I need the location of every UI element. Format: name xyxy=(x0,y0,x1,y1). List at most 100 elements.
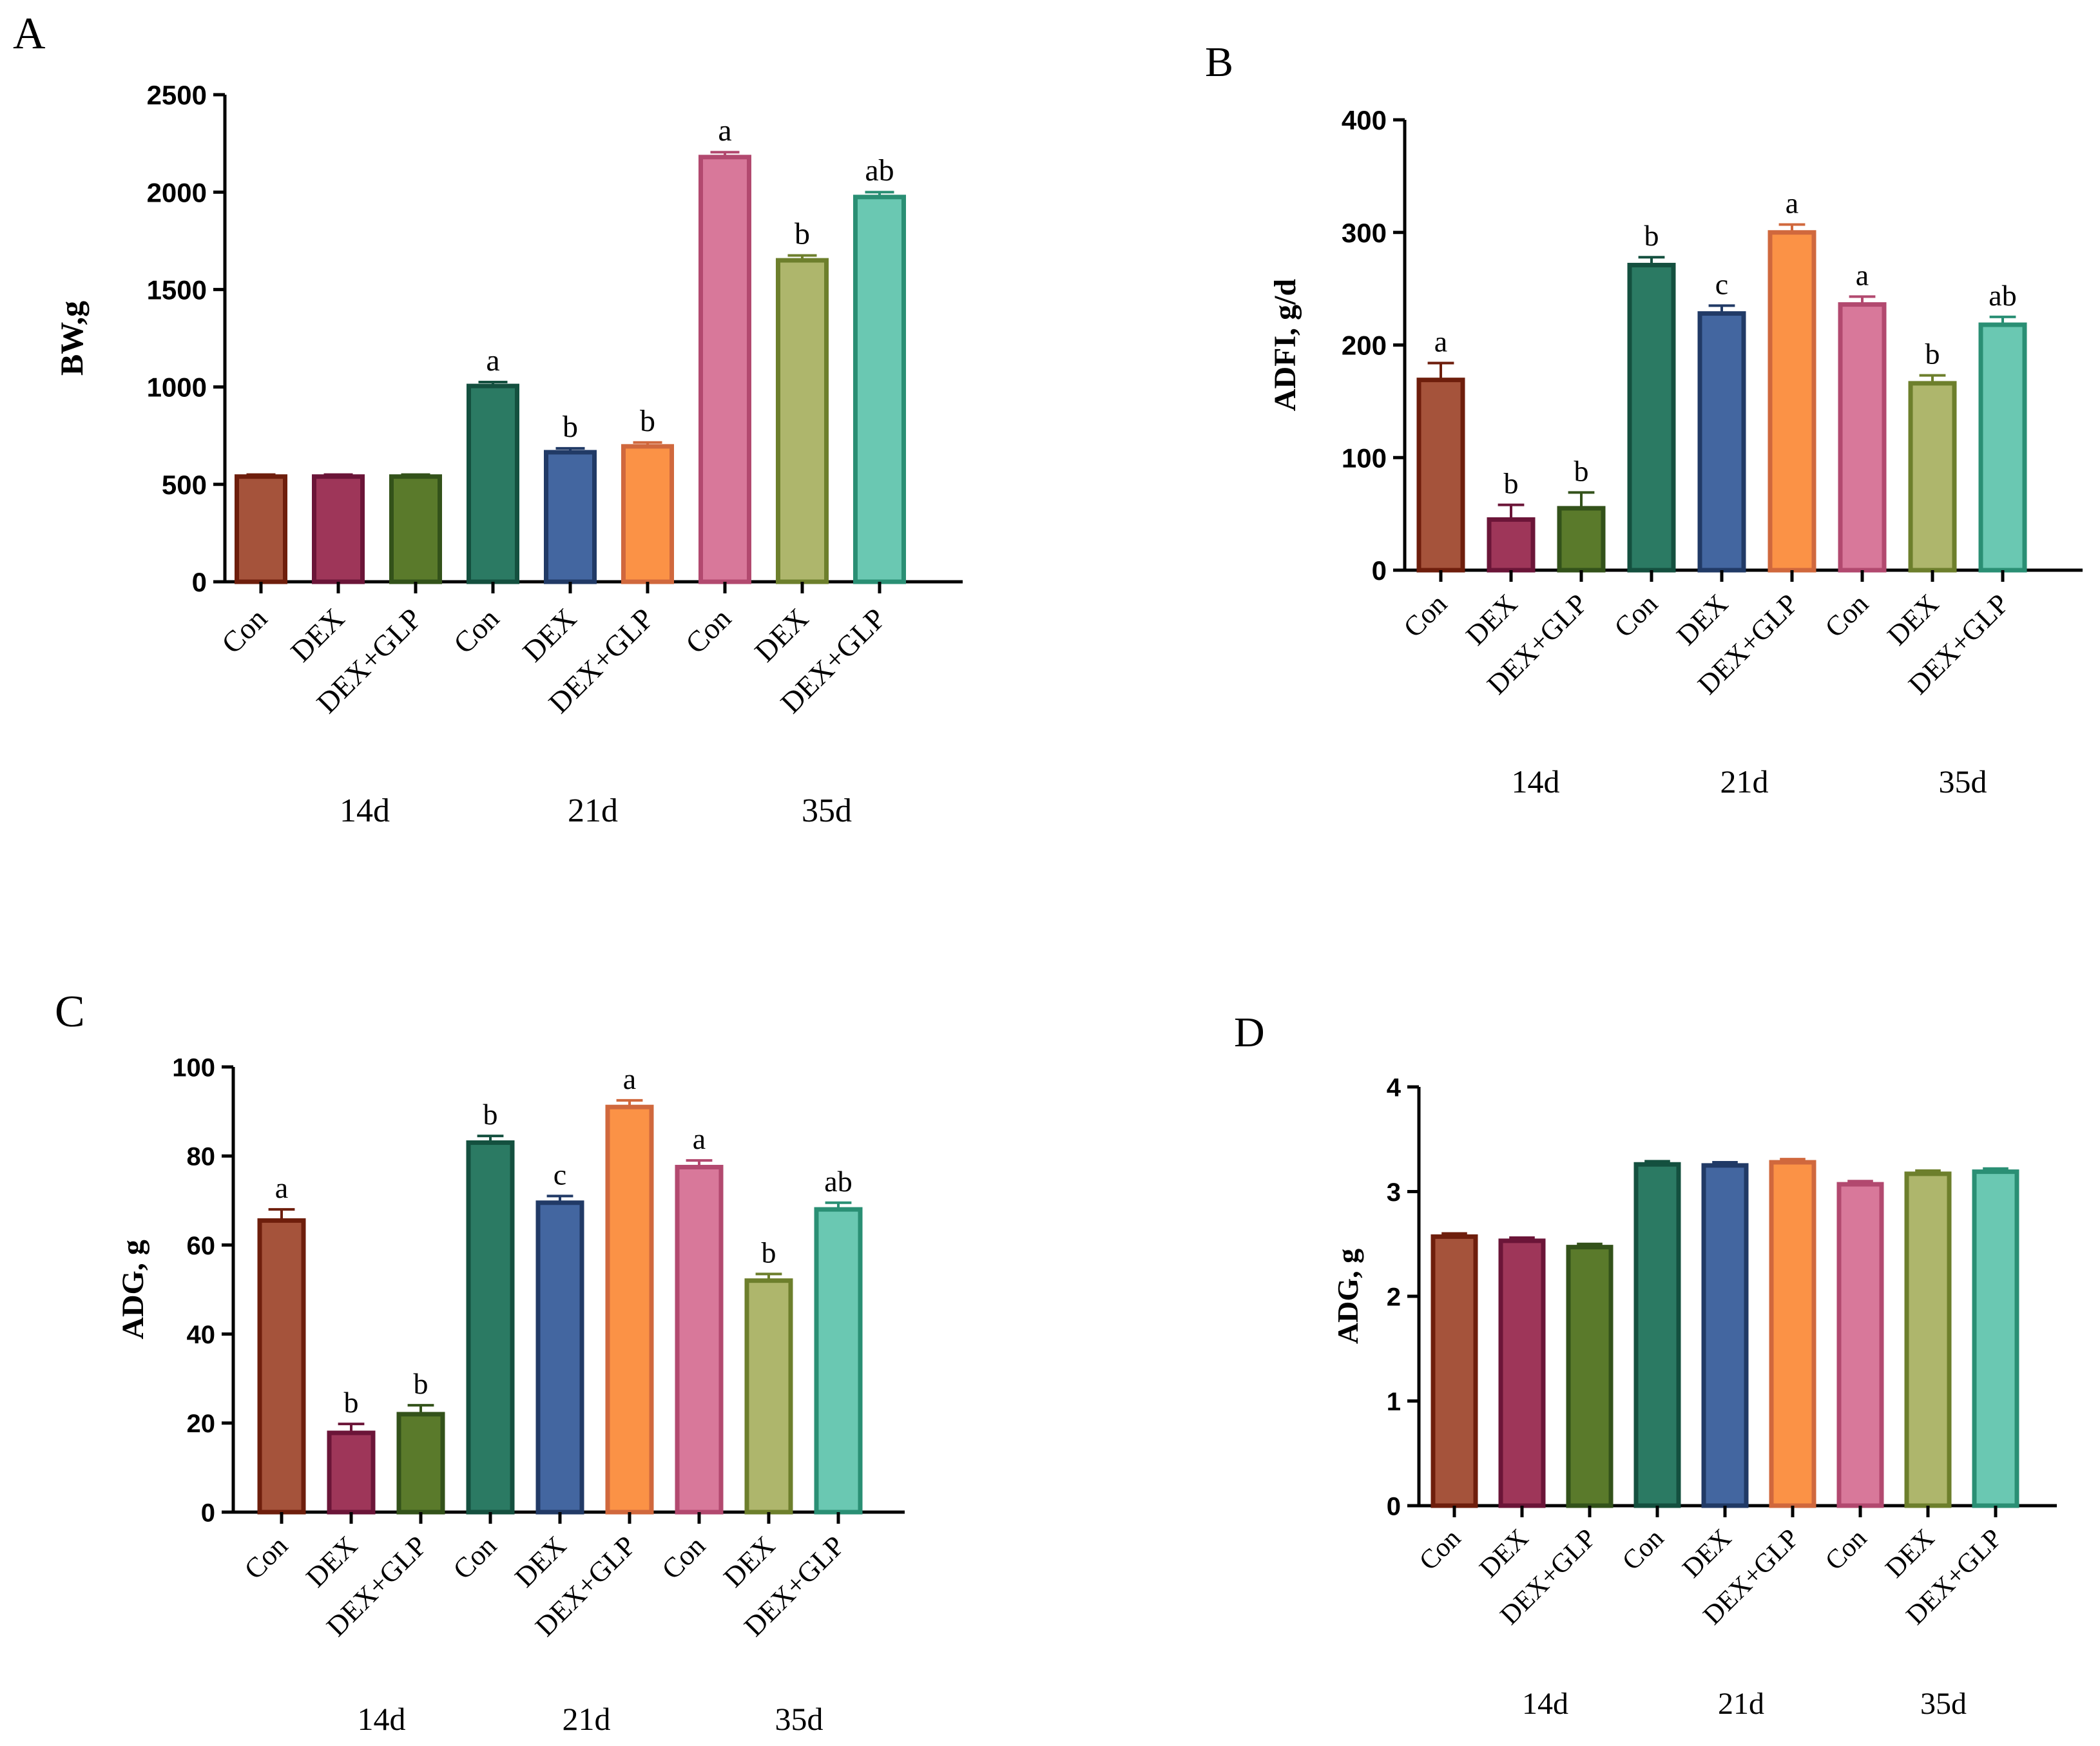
category-label: Con xyxy=(1820,1524,1873,1577)
bar xyxy=(1838,302,1887,573)
bar xyxy=(1557,506,1606,573)
group-label: 14d xyxy=(1512,763,1560,800)
group-label: 35d xyxy=(1939,763,1987,800)
y-axis-title: ADFI, g/d xyxy=(1268,279,1302,412)
category-label: DEX xyxy=(1670,588,1734,651)
category-label: Con xyxy=(1617,1524,1670,1577)
significance-letter: a xyxy=(693,1122,706,1155)
bar xyxy=(1908,381,1957,573)
category-label: Con xyxy=(1819,588,1875,644)
bar xyxy=(744,1278,793,1515)
significance-letter: b xyxy=(344,1386,359,1419)
category-label: DEX xyxy=(508,1530,572,1593)
bar xyxy=(312,474,365,584)
y-tick-label: 1500 xyxy=(147,275,207,305)
group-label: 21d xyxy=(568,792,618,829)
bar xyxy=(1566,1245,1614,1508)
bar xyxy=(1701,1163,1749,1508)
group-label: 35d xyxy=(1920,1687,1967,1721)
significance-letter: a xyxy=(623,1062,636,1095)
bar xyxy=(257,1218,306,1515)
y-axis-title: ADG, g xyxy=(1331,1249,1364,1344)
category-label: Con xyxy=(1608,588,1664,644)
bar xyxy=(535,1200,584,1515)
category-label: Con xyxy=(1414,1524,1467,1577)
y-tick-label: 1000 xyxy=(147,372,207,403)
bar xyxy=(466,1140,515,1515)
group-label: 21d xyxy=(1720,763,1769,800)
bar xyxy=(467,383,519,584)
panel-label: C xyxy=(55,987,85,1037)
bar xyxy=(853,195,906,584)
group-label: 14d xyxy=(340,792,390,829)
significance-letter: b xyxy=(640,404,655,438)
bar xyxy=(814,1207,863,1515)
y-tick-label: 2000 xyxy=(147,177,207,207)
significance-letter: c xyxy=(554,1158,566,1191)
significance-letter: a xyxy=(1434,325,1447,358)
category-label: DEX xyxy=(516,602,583,668)
category-label: Con xyxy=(1398,588,1454,644)
significance-letter: b xyxy=(414,1367,429,1400)
bar xyxy=(1627,262,1676,573)
y-tick-label: 0 xyxy=(201,1499,215,1527)
bar xyxy=(1904,1171,1952,1508)
bar xyxy=(1697,311,1746,573)
bar xyxy=(1416,378,1465,573)
y-tick-label: 40 xyxy=(187,1321,216,1349)
y-tick-label: 1 xyxy=(1387,1388,1401,1416)
category-label: DEX xyxy=(748,602,814,668)
y-tick-label: 400 xyxy=(1342,105,1387,135)
y-axis-title: ADG, g xyxy=(116,1240,150,1339)
y-tick-label: 300 xyxy=(1342,218,1387,248)
category-label: Con xyxy=(215,602,273,660)
bar xyxy=(1769,1160,1816,1508)
y-tick-label: 80 xyxy=(187,1143,216,1171)
bar xyxy=(1978,322,2027,573)
significance-letter: b xyxy=(563,410,578,444)
significance-letter: b xyxy=(1644,219,1659,252)
significance-letter: c xyxy=(1715,267,1728,300)
y-tick-label: 100 xyxy=(172,1053,215,1082)
significance-letter: a xyxy=(1856,258,1869,291)
category-label: DEX xyxy=(300,1530,363,1593)
bar xyxy=(698,155,751,584)
bar xyxy=(235,474,287,584)
bar xyxy=(1972,1169,2019,1508)
panel-label: B xyxy=(1205,39,1233,86)
category-label: Con xyxy=(656,1530,712,1586)
significance-letter: a xyxy=(486,343,499,378)
significance-letter: b xyxy=(1925,338,1940,370)
bar xyxy=(1487,517,1536,573)
y-tick-label: 0 xyxy=(192,567,207,597)
y-tick-label: 100 xyxy=(1342,443,1387,473)
group-label: 14d xyxy=(358,1701,406,1737)
bar xyxy=(327,1430,376,1515)
bar xyxy=(776,258,829,584)
group-label: 21d xyxy=(1718,1687,1764,1721)
significance-letter: b xyxy=(1574,454,1589,487)
y-tick-label: 2 xyxy=(1387,1283,1401,1311)
significance-letter: b xyxy=(762,1236,776,1269)
significance-letter: b xyxy=(795,216,810,251)
y-tick-label: 3 xyxy=(1387,1178,1401,1207)
category-label: DEX xyxy=(1880,1524,1941,1584)
bar xyxy=(675,1164,724,1515)
category-label: Con xyxy=(679,602,737,660)
bar xyxy=(396,1412,445,1515)
category-label: DEX xyxy=(1474,1524,1535,1584)
category-label: DEX xyxy=(717,1530,781,1593)
bar xyxy=(1498,1238,1546,1508)
y-tick-label: 60 xyxy=(187,1232,216,1260)
category-label: Con xyxy=(447,602,505,660)
category-label: DEX xyxy=(1459,588,1523,651)
bar xyxy=(621,444,674,584)
bar xyxy=(1836,1182,1884,1508)
y-tick-label: 0 xyxy=(1372,555,1387,586)
bar xyxy=(1768,230,1816,573)
group-label: 35d xyxy=(775,1701,824,1737)
